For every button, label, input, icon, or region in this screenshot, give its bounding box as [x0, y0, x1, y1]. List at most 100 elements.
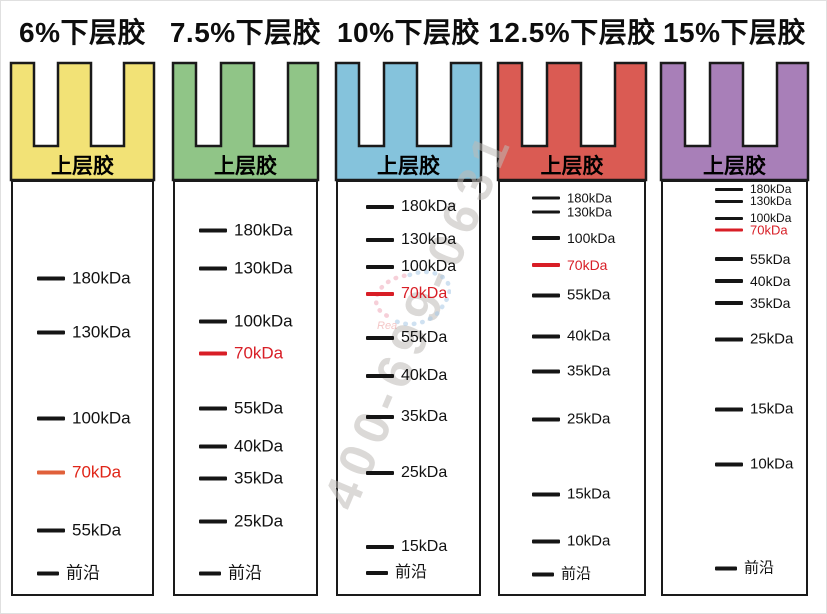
- band-line: [366, 265, 394, 269]
- panel-title: 10%下层胶: [336, 17, 481, 48]
- marker-band-40kDa: 40kDa: [715, 274, 790, 288]
- marker-band-55kDa: 55kDa: [199, 400, 283, 417]
- marker-band-130kDa: 130kDa: [37, 324, 131, 341]
- band-line: [199, 406, 227, 410]
- stacking-gel-label: 上层胶: [377, 155, 440, 178]
- marker-band-15kDa: 15kDa: [532, 487, 610, 502]
- band-label: 180kDa: [567, 190, 612, 206]
- marker-band-40kDa: 40kDa: [366, 368, 447, 384]
- marker-band-130kDa: 130kDa: [715, 195, 791, 207]
- band-line: [532, 210, 560, 214]
- band-line: [532, 417, 560, 421]
- band-label: 前沿: [66, 563, 100, 583]
- stacking-gel-comb-shape: [334, 61, 483, 182]
- band-line: [366, 415, 394, 419]
- separating-gel-body: [336, 180, 481, 596]
- stacking-gel-label: 上层胶: [703, 155, 766, 178]
- panel-title: 6%下层胶: [19, 17, 146, 48]
- band-label: 130kDa: [750, 194, 792, 208]
- band-label: 40kDa: [401, 367, 448, 384]
- marker-band-70kDa: 70kDa: [37, 464, 121, 481]
- marker-band-10kDa: 10kDa: [715, 457, 793, 472]
- band-line: [366, 471, 394, 475]
- band-line: [532, 196, 560, 200]
- band-label: 130kDa: [72, 322, 131, 342]
- band-line: [366, 545, 394, 549]
- band-label: 130kDa: [234, 258, 293, 278]
- band-line: [199, 319, 227, 323]
- marker-band-180kDa: 180kDa: [199, 222, 293, 239]
- marker-band-前沿: 前沿: [532, 567, 591, 582]
- band-label: 100kDa: [401, 258, 457, 275]
- band-line: [199, 571, 221, 575]
- band-label: 70kDa: [234, 343, 284, 363]
- band-label: 35kDa: [234, 468, 284, 488]
- band-line: [532, 334, 560, 338]
- band-line: [715, 228, 743, 232]
- marker-band-25kDa: 25kDa: [532, 412, 610, 427]
- band-line: [37, 528, 65, 532]
- marker-band-35kDa: 35kDa: [366, 409, 447, 425]
- band-line: [37, 276, 65, 280]
- marker-band-40kDa: 40kDa: [199, 438, 283, 455]
- band-line: [715, 462, 743, 466]
- band-label: 25kDa: [750, 330, 794, 348]
- marker-band-130kDa: 130kDa: [532, 206, 612, 219]
- stacking-gel-comb-shape: [659, 61, 810, 182]
- band-label: 35kDa: [750, 295, 791, 311]
- band-label: 100kDa: [750, 211, 792, 225]
- band-label: 100kDa: [72, 408, 131, 428]
- svg-text:Rea: Rea: [377, 320, 397, 331]
- marker-band-40kDa: 40kDa: [532, 329, 610, 344]
- marker-band-70kDa: 70kDa: [366, 286, 447, 302]
- marker-band-55kDa: 55kDa: [715, 252, 790, 266]
- stacking-gel-comb-shape: [496, 61, 648, 182]
- band-line: [532, 369, 560, 373]
- marker-band-180kDa: 180kDa: [715, 183, 791, 195]
- band-label: 55kDa: [567, 286, 611, 304]
- band-line: [715, 199, 743, 203]
- band-line: [37, 416, 65, 420]
- band-label: 55kDa: [234, 398, 284, 418]
- gel-panel-3: 10%下层胶 上层胶 180kDa 130kDa 100kDa 70kDa 55kDa 40k…: [334, 17, 483, 596]
- marker-band-10kDa: 10kDa: [532, 534, 610, 549]
- band-label: 40kDa: [567, 327, 611, 345]
- band-label: 55kDa: [750, 251, 791, 267]
- band-label: 10kDa: [750, 455, 794, 473]
- band-line: [366, 205, 394, 209]
- separating-gel-body: [661, 180, 808, 596]
- band-line: [532, 293, 560, 297]
- band-label: 55kDa: [401, 329, 448, 346]
- band-label: 前沿: [228, 563, 262, 583]
- marker-band-100kDa: 100kDa: [366, 259, 456, 275]
- marker-band-130kDa: 130kDa: [199, 260, 293, 277]
- band-label: 180kDa: [234, 220, 293, 240]
- band-line: [532, 263, 560, 267]
- band-line: [37, 470, 65, 474]
- band-label: 100kDa: [234, 311, 293, 331]
- gel-panel-1: 6%下层胶 上层胶 180kDa 130kDa 100kDa 70kDa 55kDa 前沿: [9, 17, 156, 596]
- marker-band-100kDa: 100kDa: [532, 231, 615, 245]
- band-label: 35kDa: [567, 362, 611, 380]
- band-label: 15kDa: [750, 400, 794, 418]
- band-label: 70kDa: [567, 257, 608, 273]
- marker-band-130kDa: 130kDa: [366, 232, 456, 248]
- band-label: 前沿: [395, 564, 428, 581]
- band-label: 130kDa: [567, 204, 612, 220]
- band-line: [199, 476, 227, 480]
- band-label: 25kDa: [567, 410, 611, 428]
- band-line: [532, 572, 554, 576]
- band-label: 前沿: [561, 565, 592, 583]
- marker-band-前沿: 前沿: [199, 565, 262, 582]
- stacking-gel-fill: [9, 61, 156, 182]
- gel-panel-4: 12.5%下层胶 上层胶 180kDa 130kDa 100kDa 70kDa 55kDa 4…: [488, 17, 655, 596]
- band-line: [366, 571, 388, 575]
- marker-band-55kDa: 55kDa: [37, 522, 121, 539]
- marker-band-前沿: 前沿: [366, 565, 427, 581]
- band-line: [199, 519, 227, 523]
- band-line: [715, 407, 743, 411]
- band-label: 100kDa: [567, 230, 616, 246]
- panel-title: 15%下层胶: [662, 17, 807, 48]
- stacking-gel-label: 上层胶: [540, 155, 604, 178]
- band-line: [715, 187, 743, 191]
